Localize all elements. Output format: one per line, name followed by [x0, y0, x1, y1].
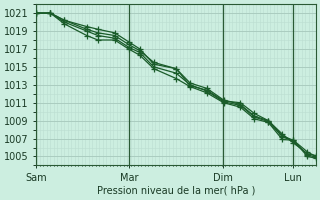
X-axis label: Pression niveau de la mer( hPa ): Pression niveau de la mer( hPa ) — [97, 186, 255, 196]
